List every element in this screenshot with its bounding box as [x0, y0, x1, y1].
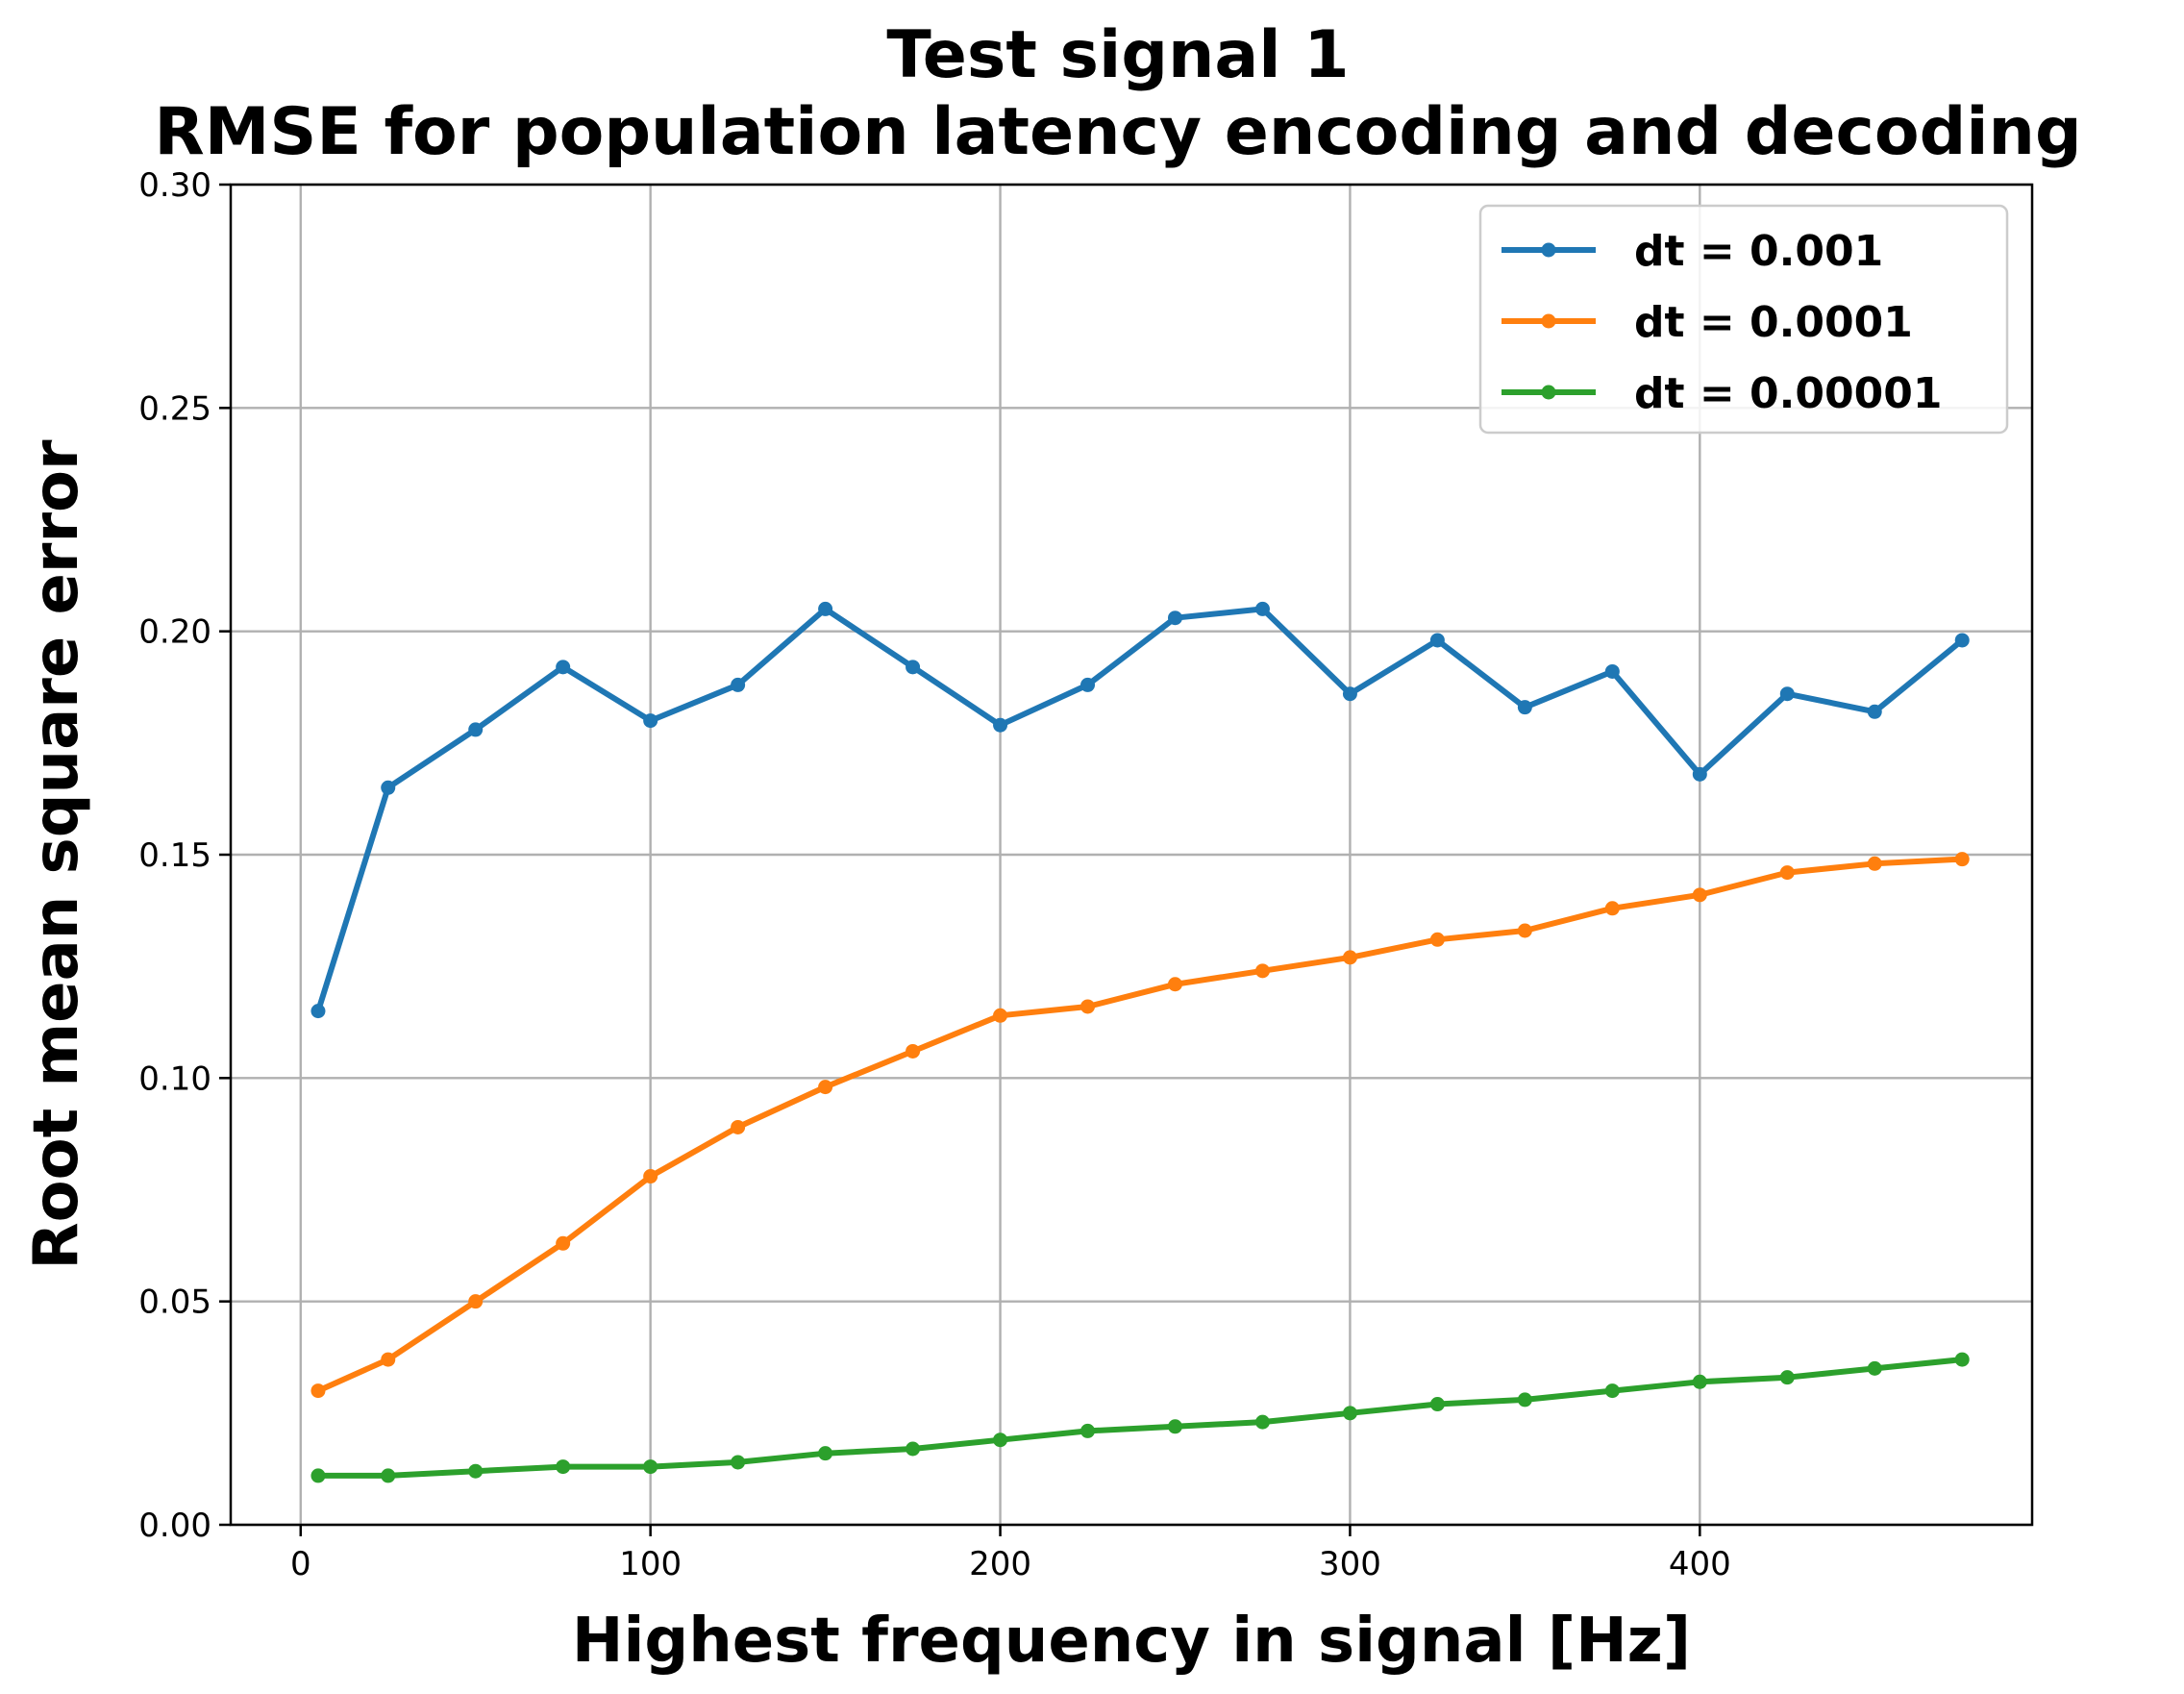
data-point: [1779, 686, 1795, 702]
legend: dt = 0.001 dt = 0.0001 dt = 0.00001: [1478, 204, 2009, 435]
data-point: [643, 713, 658, 729]
data-point: [556, 1459, 571, 1475]
chart-title: Test signal 1: [886, 17, 1349, 93]
data-point: [1954, 633, 1970, 648]
data-point: [1779, 865, 1795, 881]
data-point: [818, 1080, 833, 1095]
data-point: [993, 1008, 1008, 1023]
x-tick-label: 200: [969, 1545, 1031, 1583]
data-point: [381, 1352, 396, 1367]
series-line: [315, 606, 1966, 1014]
data-point: [1692, 1374, 1707, 1389]
data-point: [1342, 950, 1357, 965]
legend-label: dt = 0.001: [1634, 227, 1883, 276]
data-point: [1080, 1423, 1096, 1438]
data-point: [818, 1446, 833, 1461]
x-tick-label: 300: [1319, 1545, 1381, 1583]
y-tick-label: 0.05: [138, 1283, 211, 1322]
legend-marker: [1541, 242, 1556, 258]
series-3: [310, 1352, 1970, 1483]
series-1: [310, 601, 1970, 1019]
legend-box: [1478, 204, 2009, 435]
data-point: [1604, 901, 1620, 916]
legend-item: dt = 0.001: [1502, 227, 1883, 276]
data-point: [906, 1043, 921, 1059]
x-axis-label: Highest frequency in signal [Hz]: [572, 1606, 1691, 1677]
data-point: [1867, 704, 1882, 719]
data-point: [381, 780, 396, 795]
legend-item: dt = 0.00001: [1502, 369, 1942, 418]
data-point: [1692, 887, 1707, 903]
data-point: [1429, 932, 1445, 947]
data-point: [1254, 601, 1270, 616]
data-point: [731, 1455, 746, 1470]
legend-item: dt = 0.0001: [1502, 298, 1913, 347]
legend-marker: [1541, 313, 1556, 329]
legend-marker: [1541, 385, 1556, 400]
data-point: [643, 1459, 658, 1475]
data-point: [1779, 1370, 1795, 1385]
data-point: [731, 1119, 746, 1134]
series-line: [315, 1357, 1966, 1479]
data-point: [818, 601, 833, 616]
data-point: [1080, 677, 1096, 692]
x-tick-label: 100: [619, 1545, 682, 1583]
data-point: [310, 1383, 326, 1399]
data-point: [556, 1235, 571, 1251]
y-tick-label: 0.00: [138, 1507, 211, 1545]
y-tick-label: 0.20: [138, 613, 211, 652]
data-point: [468, 722, 484, 737]
data-point: [1692, 766, 1707, 782]
data-point: [1604, 1383, 1620, 1399]
y-tick-label: 0.30: [138, 166, 211, 205]
data-point: [310, 1004, 326, 1019]
series-line: [315, 856, 1966, 1394]
data-point: [1167, 610, 1182, 626]
data-point: [310, 1468, 326, 1483]
data-point: [468, 1294, 484, 1309]
data-point: [1342, 1406, 1357, 1421]
data-point: [1342, 686, 1357, 702]
data-point: [731, 677, 746, 692]
data-point: [906, 660, 921, 675]
data-point: [381, 1468, 396, 1483]
chart-subtitle: RMSE for population latency encoding and…: [154, 94, 2081, 170]
data-point: [1867, 1360, 1882, 1376]
data-point: [1167, 977, 1182, 992]
data-point: [1517, 700, 1532, 715]
data-point: [1254, 963, 1270, 979]
series-2: [310, 852, 1970, 1399]
data-point: [1429, 633, 1445, 648]
x-tick-label: 400: [1669, 1545, 1731, 1583]
data-point: [1517, 923, 1532, 938]
series-layer: [310, 601, 1970, 1483]
data-point: [1867, 856, 1882, 871]
data-point: [1080, 999, 1096, 1014]
y-axis-label: Root mean square error: [21, 439, 92, 1270]
y-tick-label: 0.25: [138, 389, 211, 428]
data-point: [1954, 852, 1970, 867]
data-point: [1517, 1392, 1532, 1408]
data-point: [1254, 1414, 1270, 1430]
y-tick-label: 0.15: [138, 836, 211, 875]
legend-label: dt = 0.00001: [1634, 369, 1942, 418]
data-point: [468, 1463, 484, 1479]
data-point: [1429, 1397, 1445, 1412]
data-point: [993, 717, 1008, 733]
data-point: [556, 660, 571, 675]
data-point: [1604, 663, 1620, 679]
legend-label: dt = 0.0001: [1634, 298, 1913, 347]
data-point: [643, 1169, 658, 1184]
data-point: [1954, 1352, 1970, 1367]
data-point: [906, 1441, 921, 1457]
data-point: [993, 1432, 1008, 1448]
x-tick-label: 0: [290, 1545, 311, 1583]
y-tick-label: 0.10: [138, 1059, 211, 1098]
axis-ticks: 0 100 200 300 400 0.00 0.05 0.10 0.15 0.20 0.25 0.3…: [138, 166, 1730, 1583]
data-point: [1167, 1419, 1182, 1434]
